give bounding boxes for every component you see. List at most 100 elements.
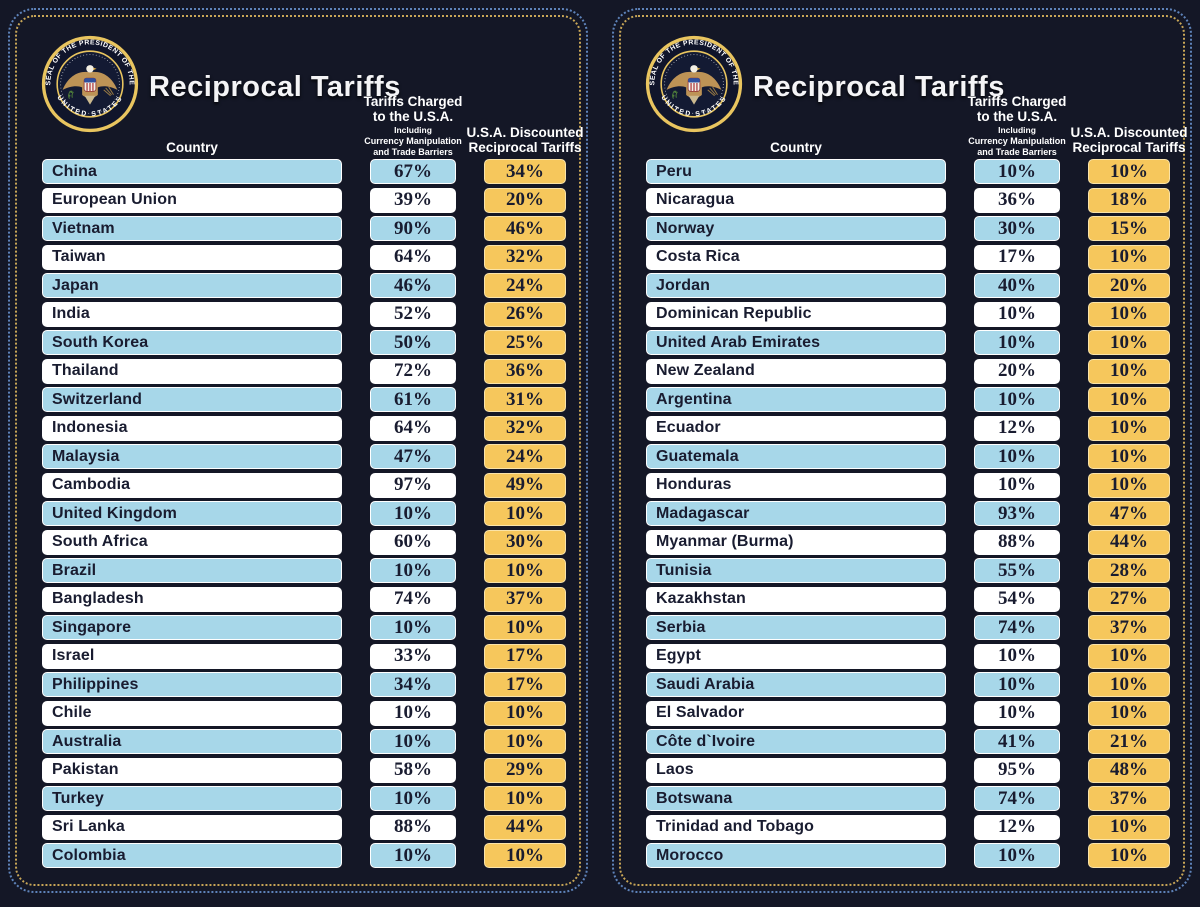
table-row: Nicaragua 36% 18% bbox=[646, 187, 1175, 213]
discounted-tariff-cell: 25% bbox=[484, 330, 566, 355]
tariff-charged-cell: 10% bbox=[974, 700, 1060, 726]
table-row: Ecuador 12% 10% bbox=[646, 415, 1175, 441]
country-cell: India bbox=[42, 301, 342, 327]
country-cell: Cambodia bbox=[42, 472, 342, 498]
tariff-charged-cell: 10% bbox=[974, 472, 1060, 498]
table-row: China 67% 34% bbox=[42, 159, 571, 184]
table-row: Sri Lanka 88% 44% bbox=[42, 814, 571, 840]
table-row: Argentina 10% 10% bbox=[646, 387, 1175, 412]
table-row: Israel 33% 17% bbox=[42, 643, 571, 669]
discounted-tariff-cell: 10% bbox=[1088, 244, 1170, 270]
charged-header-line2: to the U.S.A. bbox=[372, 109, 454, 125]
discounted-tariff-cell: 32% bbox=[484, 415, 566, 441]
tariff-charged-cell: 90% bbox=[370, 216, 456, 241]
charged-header-sub-line2: and Trade Barriers bbox=[977, 146, 1057, 157]
country-cell: Nicaragua bbox=[646, 187, 946, 213]
discounted-header-line2: Reciprocal Tariffs bbox=[468, 140, 582, 156]
tariff-charged-cell: 55% bbox=[974, 558, 1060, 583]
table-row: Côte d`Ivoire 41% 21% bbox=[646, 729, 1175, 754]
panel-header: SEAL OF THE PRESIDENT OF THE UNITED STAT… bbox=[25, 23, 584, 159]
country-cell: Philippines bbox=[42, 672, 342, 697]
country-cell: Colombia bbox=[42, 843, 342, 868]
table-row: Taiwan 64% 32% bbox=[42, 244, 571, 270]
tariff-charged-cell: 95% bbox=[974, 757, 1060, 783]
tariff-charged-cell: 97% bbox=[370, 472, 456, 498]
tariff-charged-cell: 10% bbox=[370, 700, 456, 726]
discounted-tariff-cell: 10% bbox=[484, 501, 566, 526]
country-cell: Switzerland bbox=[42, 387, 342, 412]
charged-header-line1: Tariffs Charged bbox=[967, 94, 1067, 110]
column-header-country: Country bbox=[166, 140, 218, 155]
charged-header-sub-line1: Currency Manipulation bbox=[968, 136, 1066, 147]
tariff-charged-cell: 64% bbox=[370, 415, 456, 441]
table-row: Philippines 34% 17% bbox=[42, 672, 571, 697]
table-row: Honduras 10% 10% bbox=[646, 472, 1175, 498]
discounted-tariff-cell: 10% bbox=[484, 615, 566, 640]
discounted-tariff-cell: 20% bbox=[1088, 273, 1170, 298]
table-row: Jordan 40% 20% bbox=[646, 273, 1175, 298]
discounted-tariff-cell: 10% bbox=[1088, 843, 1170, 868]
tariff-charged-cell: 54% bbox=[974, 586, 1060, 612]
tariff-charged-cell: 10% bbox=[974, 444, 1060, 469]
discounted-tariff-cell: 36% bbox=[484, 358, 566, 384]
discounted-tariff-cell: 17% bbox=[484, 672, 566, 697]
country-cell: Costa Rica bbox=[646, 244, 946, 270]
tariff-charged-cell: 74% bbox=[974, 615, 1060, 640]
country-cell: Pakistan bbox=[42, 757, 342, 783]
table-row: Singapore 10% 10% bbox=[42, 615, 571, 640]
eagle-emblem bbox=[666, 65, 722, 105]
country-cell: Honduras bbox=[646, 472, 946, 498]
discounted-tariff-cell: 49% bbox=[484, 472, 566, 498]
discounted-tariff-cell: 10% bbox=[484, 843, 566, 868]
country-cell: Chile bbox=[42, 700, 342, 726]
country-cell: Trinidad and Tobago bbox=[646, 814, 946, 840]
table-row: New Zealand 20% 10% bbox=[646, 358, 1175, 384]
tariff-charged-cell: 50% bbox=[370, 330, 456, 355]
tariff-charged-cell: 10% bbox=[370, 843, 456, 868]
country-cell: Laos bbox=[646, 757, 946, 783]
discounted-header-line2: Reciprocal Tariffs bbox=[1072, 140, 1186, 156]
tariff-charged-cell: 10% bbox=[974, 387, 1060, 412]
country-cell: Taiwan bbox=[42, 244, 342, 270]
discounted-tariff-cell: 10% bbox=[1088, 472, 1170, 498]
table-row: Peru 10% 10% bbox=[646, 159, 1175, 184]
table-row: Kazakhstan 54% 27% bbox=[646, 586, 1175, 612]
charged-header-subtitle: Currency Manipulation and Trade Barriers bbox=[968, 136, 1067, 157]
discounted-tariff-cell: 10% bbox=[1088, 814, 1170, 840]
table-row: Norway 30% 15% bbox=[646, 216, 1175, 241]
country-cell: El Salvador bbox=[646, 700, 946, 726]
discounted-tariff-cell: 21% bbox=[1088, 729, 1170, 754]
table-row: Thailand 72% 36% bbox=[42, 358, 571, 384]
tariff-charged-cell: 88% bbox=[370, 814, 456, 840]
tariff-charged-cell: 60% bbox=[370, 529, 456, 555]
country-cell: China bbox=[42, 159, 342, 184]
discounted-tariff-cell: 18% bbox=[1088, 187, 1170, 213]
tariff-charged-cell: 10% bbox=[974, 672, 1060, 697]
table-row: Bangladesh 74% 37% bbox=[42, 586, 571, 612]
table-row: Indonesia 64% 32% bbox=[42, 415, 571, 441]
tariff-charged-cell: 52% bbox=[370, 301, 456, 327]
table-row: Turkey 10% 10% bbox=[42, 786, 571, 811]
table-row: Dominican Republic 10% 10% bbox=[646, 301, 1175, 327]
discounted-tariff-cell: 24% bbox=[484, 273, 566, 298]
discounted-tariff-cell: 10% bbox=[1088, 643, 1170, 669]
tariff-charged-cell: 74% bbox=[370, 586, 456, 612]
table-row: Costa Rica 17% 10% bbox=[646, 244, 1175, 270]
column-header-discounted: U.S.A. Discounted Reciprocal Tariffs bbox=[1071, 125, 1188, 157]
column-header-tariffs-charged: Tariffs Charged to the U.S.A. Including … bbox=[364, 94, 463, 157]
table-row: Cambodia 97% 49% bbox=[42, 472, 571, 498]
discounted-tariff-cell: 34% bbox=[484, 159, 566, 184]
tariff-charged-cell: 34% bbox=[370, 672, 456, 697]
tariff-charged-cell: 10% bbox=[370, 729, 456, 754]
table-row: Japan 46% 24% bbox=[42, 273, 571, 298]
country-cell: Australia bbox=[42, 729, 342, 754]
table-row: Morocco 10% 10% bbox=[646, 843, 1175, 868]
country-cell: Argentina bbox=[646, 387, 946, 412]
table-row: South Africa 60% 30% bbox=[42, 529, 571, 555]
discounted-tariff-cell: 24% bbox=[484, 444, 566, 469]
presidential-seal-icon: SEAL OF THE PRESIDENT OF THE UNITED STAT… bbox=[41, 35, 139, 133]
panel-header: SEAL OF THE PRESIDENT OF THE UNITED STAT… bbox=[629, 23, 1188, 159]
tariff-charged-cell: 10% bbox=[974, 159, 1060, 184]
discounted-tariff-cell: 10% bbox=[484, 729, 566, 754]
tariff-charged-cell: 58% bbox=[370, 757, 456, 783]
